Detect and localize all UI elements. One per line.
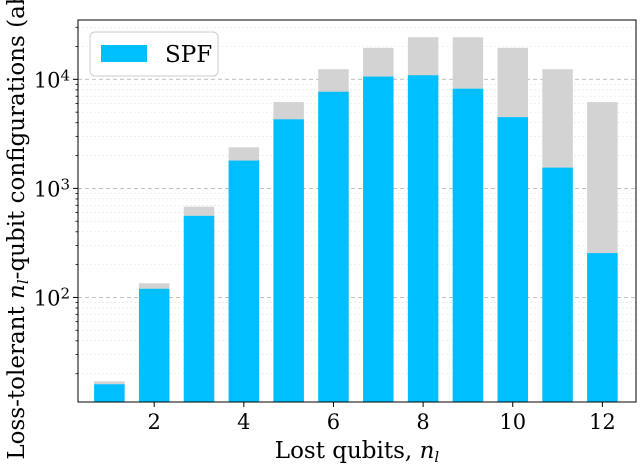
legend-swatch: [101, 45, 147, 62]
spf-bar-3: [183, 215, 215, 402]
plot-area: [77, 19, 637, 403]
spf-bar-7: [363, 76, 394, 403]
spf-bar-6: [318, 91, 349, 402]
x-tick-label: 4: [237, 410, 250, 434]
spf-bar-12: [587, 253, 618, 402]
x-tick-label: 12: [589, 410, 616, 434]
legend-box: [89, 31, 219, 77]
y-axis-label: Loss-tolerant nl-qubit configurations (a…: [4, 0, 32, 460]
spf-bar-2: [138, 288, 170, 402]
bars: [94, 37, 618, 403]
y-tick-label: 103: [34, 176, 70, 202]
legend-label: SPF: [165, 42, 212, 68]
spf-bar-5: [273, 119, 304, 402]
x-tick-label: 8: [416, 410, 429, 434]
y-tick-label: 104: [34, 67, 70, 93]
spf-bar-1: [94, 384, 125, 402]
spf-bar-9: [452, 88, 484, 403]
y-tick-label: 102: [34, 285, 70, 311]
spf-bar-10: [497, 117, 528, 402]
x-tick-label: 6: [327, 410, 340, 434]
spf-bar-4: [228, 160, 260, 402]
spf-bar-11: [542, 167, 573, 402]
x-axis-label: Lost qubits, nl: [275, 438, 440, 466]
axis-ticks: 2 4 6 8 10 12 102 103 104: [34, 26, 616, 434]
x-tick-label: 10: [499, 410, 526, 434]
spf-bar-8: [407, 75, 439, 402]
legend: SPF: [89, 31, 219, 77]
x-tick-label: 2: [148, 410, 161, 434]
